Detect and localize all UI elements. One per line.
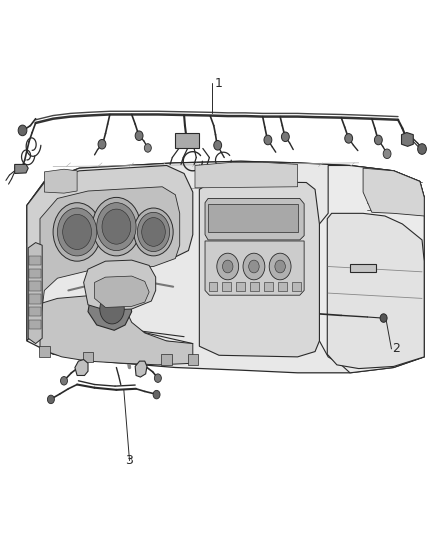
Circle shape	[153, 390, 160, 399]
Text: 2: 2	[392, 342, 400, 356]
Circle shape	[380, 314, 387, 322]
Bar	[223, 282, 231, 291]
Circle shape	[97, 203, 136, 251]
Bar	[175, 133, 199, 149]
Circle shape	[269, 253, 291, 280]
Circle shape	[264, 135, 272, 145]
Polygon shape	[402, 133, 413, 147]
Circle shape	[214, 141, 222, 150]
Polygon shape	[327, 213, 424, 368]
Circle shape	[142, 217, 165, 246]
Circle shape	[243, 253, 265, 280]
Polygon shape	[27, 165, 193, 341]
Polygon shape	[14, 165, 28, 173]
Bar	[28, 320, 41, 329]
Circle shape	[374, 135, 382, 145]
Circle shape	[154, 374, 161, 382]
Polygon shape	[135, 361, 147, 377]
Bar	[187, 354, 198, 365]
Polygon shape	[199, 181, 319, 357]
Circle shape	[418, 144, 426, 155]
Bar	[208, 282, 217, 291]
Circle shape	[100, 294, 124, 324]
Polygon shape	[84, 260, 155, 310]
Polygon shape	[40, 296, 193, 365]
Bar	[28, 294, 41, 304]
Bar	[28, 269, 41, 278]
Circle shape	[47, 395, 54, 403]
Circle shape	[138, 212, 170, 252]
Circle shape	[102, 209, 131, 244]
Polygon shape	[208, 204, 297, 232]
Bar	[279, 282, 287, 291]
Circle shape	[217, 253, 239, 280]
Circle shape	[60, 376, 67, 385]
Circle shape	[57, 208, 97, 256]
Polygon shape	[319, 165, 424, 373]
Polygon shape	[75, 360, 88, 375]
Text: 3: 3	[126, 454, 134, 467]
Polygon shape	[40, 187, 180, 325]
Bar	[28, 307, 41, 317]
Bar	[237, 282, 245, 291]
Bar	[161, 354, 172, 365]
Bar	[292, 282, 301, 291]
Polygon shape	[27, 161, 424, 243]
Polygon shape	[95, 276, 149, 308]
Circle shape	[383, 149, 391, 159]
Circle shape	[249, 260, 259, 273]
Polygon shape	[28, 243, 42, 344]
Polygon shape	[205, 241, 304, 295]
Circle shape	[53, 203, 101, 261]
Polygon shape	[88, 290, 132, 330]
Circle shape	[223, 260, 233, 273]
Circle shape	[134, 208, 173, 256]
Circle shape	[92, 197, 141, 256]
Circle shape	[63, 214, 92, 249]
Polygon shape	[27, 161, 424, 373]
Bar	[83, 352, 93, 362]
Circle shape	[275, 260, 286, 273]
Polygon shape	[350, 264, 376, 272]
Bar	[39, 346, 49, 357]
Circle shape	[135, 131, 143, 141]
Polygon shape	[195, 163, 297, 188]
Circle shape	[18, 125, 27, 136]
Circle shape	[145, 144, 151, 152]
Bar	[28, 256, 41, 265]
Bar	[28, 281, 41, 291]
Bar	[265, 282, 273, 291]
Circle shape	[282, 132, 289, 142]
Bar	[251, 282, 259, 291]
Polygon shape	[44, 169, 77, 193]
Text: 1: 1	[215, 77, 223, 90]
Circle shape	[345, 134, 353, 143]
Circle shape	[98, 140, 106, 149]
Polygon shape	[205, 198, 304, 240]
Polygon shape	[363, 168, 424, 216]
